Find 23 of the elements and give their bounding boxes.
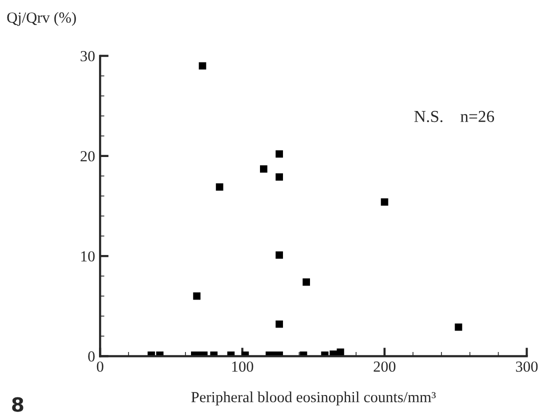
text: 8 (12, 397, 24, 412)
point (260, 165, 268, 173)
point (216, 183, 224, 191)
x-tick-label: 300 (516, 361, 538, 372)
x-tick-label: 100 (232, 361, 254, 372)
point (276, 251, 283, 259)
y-axis-title: Qj/Qrv (%) (7, 12, 76, 26)
annotation: N.S. n=26 (414, 110, 494, 122)
point (276, 150, 283, 158)
y-tick-label: 10 (81, 251, 95, 262)
x-axis-title: Peripheral blood eosinophil counts/mm³ (191, 392, 436, 406)
point (302, 278, 310, 286)
point (276, 173, 283, 181)
y-tick-label: 30 (80, 51, 95, 62)
x-tick-label: 0 (96, 361, 104, 372)
point (193, 292, 200, 300)
point (380, 198, 388, 206)
point (198, 62, 206, 70)
y-tick-label: 0 (88, 351, 95, 362)
point (454, 323, 462, 331)
point (276, 320, 283, 328)
x-tick-label: 200 (374, 361, 396, 372)
y-tick-label: 20 (80, 151, 95, 162)
